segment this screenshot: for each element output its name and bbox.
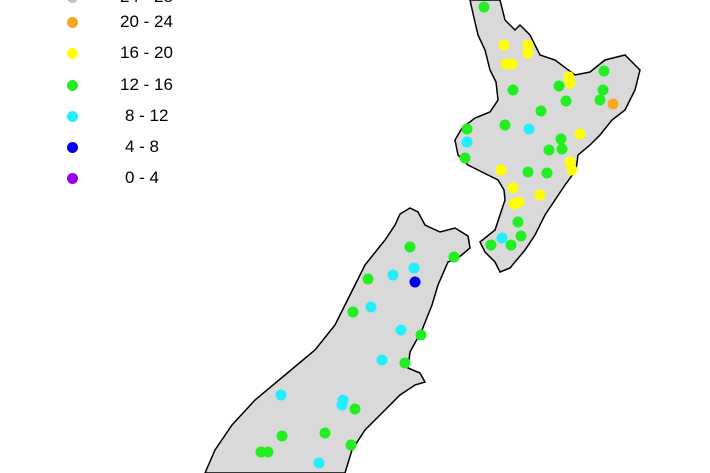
station-marker <box>409 276 421 288</box>
station-marker <box>607 98 619 110</box>
station-marker <box>478 1 490 13</box>
station-marker <box>448 251 460 263</box>
station-marker <box>499 119 511 131</box>
legend-label: 4 - 8 <box>125 137 160 156</box>
station-marker <box>506 58 518 70</box>
station-marker <box>594 94 606 106</box>
legend-dot-icon <box>67 17 78 28</box>
station-marker <box>485 239 497 251</box>
station-marker <box>513 196 525 208</box>
station-marker <box>505 239 517 251</box>
legend: 24 - 28 20 - 24 16 - 20 12 - 16 8 - 12 4 - 8 0… <box>0 0 250 200</box>
station-marker <box>349 403 361 415</box>
station-marker <box>564 77 576 89</box>
station-marker <box>495 164 507 176</box>
station-marker <box>597 84 609 96</box>
station-marker <box>535 105 547 117</box>
station-marker <box>336 399 348 411</box>
legend-item: 12 - 16 <box>0 75 250 95</box>
legend-item: 16 - 20 <box>0 43 250 63</box>
station-marker <box>523 123 535 135</box>
legend-label: 16 - 20 <box>120 43 173 62</box>
legend-dot-icon <box>67 111 78 122</box>
station-marker <box>459 152 471 164</box>
station-marker <box>560 95 572 107</box>
station-marker <box>415 329 427 341</box>
station-marker <box>598 65 610 77</box>
legend-dot-icon <box>67 48 78 59</box>
station-marker <box>387 269 399 281</box>
station-marker <box>512 216 524 228</box>
station-marker <box>522 166 534 178</box>
station-marker <box>365 301 377 313</box>
station-marker <box>262 446 274 458</box>
legend-item: 0 - 4 <box>0 168 250 188</box>
station-marker <box>515 230 527 242</box>
legend-dot-icon <box>67 173 78 184</box>
station-marker <box>574 128 586 140</box>
legend-item: 24 - 28 <box>0 0 250 7</box>
station-marker <box>461 123 473 135</box>
station-marker <box>345 439 357 451</box>
station-marker <box>507 84 519 96</box>
legend-item: 4 - 8 <box>0 137 250 157</box>
north-island <box>454 0 641 273</box>
station-marker <box>395 324 407 336</box>
station-marker <box>543 144 555 156</box>
legend-item: 8 - 12 <box>0 106 250 126</box>
station-marker <box>408 262 420 274</box>
station-marker <box>534 189 546 201</box>
legend-item: 20 - 24 <box>0 12 250 32</box>
legend-label: 20 - 24 <box>120 12 173 31</box>
legend-label: 8 - 12 <box>125 106 169 125</box>
legend-label: 12 - 16 <box>120 75 173 94</box>
station-marker <box>566 164 578 176</box>
station-marker <box>522 47 534 59</box>
station-marker <box>275 389 287 401</box>
south-island <box>204 207 471 473</box>
station-marker <box>496 232 508 244</box>
station-marker <box>399 357 411 369</box>
legend-dot-icon <box>67 80 78 91</box>
station-marker <box>362 273 374 285</box>
legend-label: 0 - 4 <box>125 168 160 187</box>
station-marker <box>347 306 359 318</box>
station-marker <box>276 430 288 442</box>
station-marker <box>376 354 388 366</box>
station-marker <box>522 39 534 51</box>
station-marker <box>404 241 416 253</box>
station-marker <box>319 427 331 439</box>
legend-dot-icon <box>67 0 78 3</box>
legend-label: 24 - 28 <box>120 0 173 7</box>
station-marker <box>556 143 568 155</box>
station-marker <box>541 167 553 179</box>
station-marker <box>461 136 473 148</box>
station-marker <box>498 39 510 51</box>
station-marker <box>555 133 567 145</box>
station-markers <box>255 1 619 469</box>
station-marker <box>507 182 519 194</box>
station-marker <box>313 457 325 469</box>
legend-dot-icon <box>67 142 78 153</box>
station-marker <box>553 80 565 92</box>
